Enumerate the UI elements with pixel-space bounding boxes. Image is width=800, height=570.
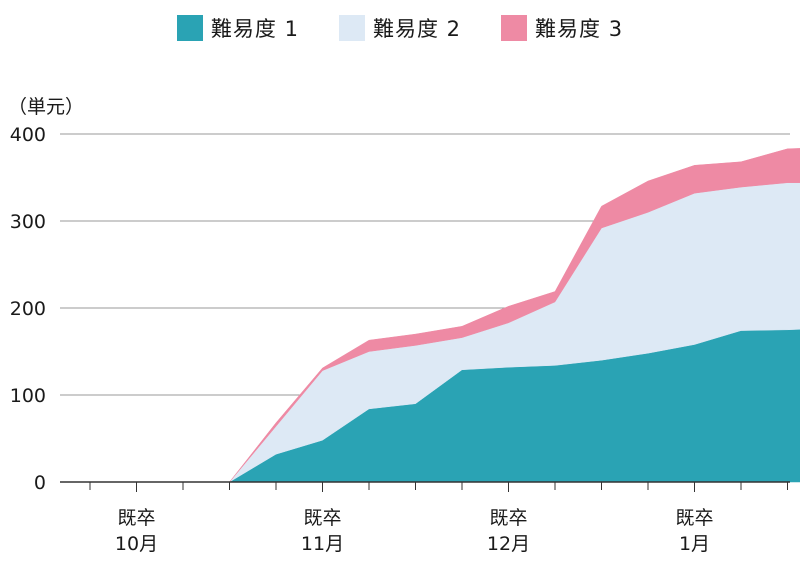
y-axis-unit-label: （単元） — [8, 96, 85, 118]
legend-item-level-3: 難易度 3 — [501, 13, 623, 43]
legend-swatch-level-2 — [338, 15, 365, 41]
x-tick-label-3-line-2: 12月 — [487, 533, 530, 555]
y-tick-label-400: 400 — [10, 124, 46, 146]
legend-item-level-2: 難易度 2 — [338, 13, 462, 43]
x-tick-label-4-line-1: 既卒 — [675, 507, 713, 529]
y-tick-label-0: 0 — [34, 472, 46, 494]
y-tick-label-100: 100 — [10, 385, 46, 407]
x-tick-label-1-line-1: 既卒 — [117, 507, 155, 529]
y-tick-label-200: 200 — [10, 298, 46, 320]
x-tick-label-2-line-1: 既卒 — [303, 507, 341, 529]
x-tick-label-4-line-2: 1月 — [679, 533, 710, 555]
legend-swatch-level-3 — [501, 15, 528, 41]
x-tick-label-1-line-2: 10月 — [115, 533, 158, 555]
legend-swatch-level-1 — [176, 15, 203, 41]
legend-label-level-2: 難易度 2 — [372, 17, 462, 41]
legend: 難易度 1 難易度 2 難易度 3 — [0, 12, 800, 44]
x-tick-label-3-line-1: 既卒 — [489, 507, 527, 529]
y-tick-label-300: 300 — [10, 211, 46, 233]
legend-label-level-3: 難易度 3 — [535, 17, 624, 41]
x-tick-label-2-line-2: 11月 — [301, 533, 344, 555]
legend-label-level-1: 難易度 1 — [210, 17, 299, 41]
legend-item-level-1: 難易度 1 — [176, 13, 299, 43]
area-series-level-3 — [229, 148, 800, 483]
